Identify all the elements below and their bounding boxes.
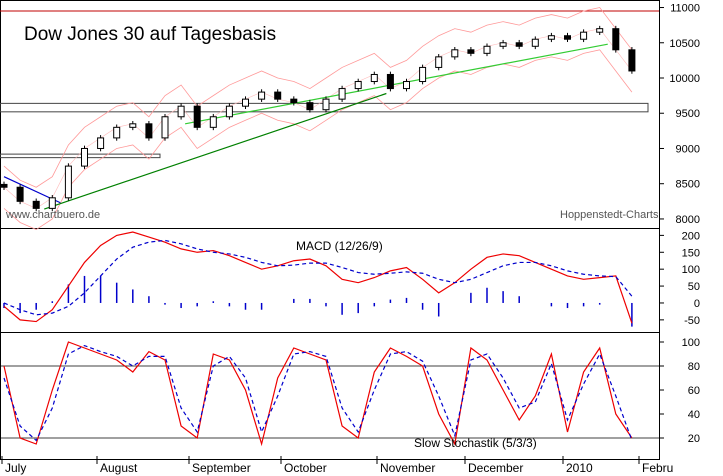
candle-up [48,197,56,209]
y-tick-label: 9000 [676,143,700,155]
candle-up [403,81,410,90]
price-chart-title: Dow Jones 30 auf Tagesbasis [24,24,276,45]
x-tick-label: December [468,461,523,475]
candle-down [290,98,298,104]
x-axis: July August September October November Decemb… [1,456,673,475]
y-tick-label: 60 [688,385,700,397]
macd-label: MACD (12/26/9) [296,239,383,253]
stochastic-k-line [3,341,633,447]
y-tick-label: 0 [694,298,700,310]
candle-up [499,42,507,47]
candle-up [354,81,362,90]
candle-down [145,123,153,139]
candle-up [531,38,539,47]
candle-up [129,123,137,128]
watermark-left: www.chartbuero.de [5,209,100,221]
y-tick-label: 9500 [676,108,700,120]
macd-line [3,231,633,324]
y-tick-label: 8500 [676,179,700,191]
candle-down [306,102,314,111]
price-panel: 8000 8500 9000 9500 10000 10500 11000 [0,3,700,230]
x-tick-label: November [380,461,435,475]
candle-up [451,49,459,58]
y-tick-label: 40 [688,409,700,421]
trendline [185,43,608,125]
candle-up [580,31,588,40]
candle-down [16,186,24,202]
y-tick-label: 50 [688,281,700,293]
old-support-zone [0,153,161,159]
y-tick-label: 150 [682,247,700,259]
candle-down [386,73,394,90]
y-tick-label: 8000 [676,214,700,226]
y-tick-label: 100 [682,264,700,276]
bollinger-mid [3,28,633,209]
candle-down [564,35,571,40]
x-tick-label: 2010 [566,461,593,475]
y-tick-label: 10500 [669,38,700,50]
bollinger-upper [3,7,633,188]
candle-up [161,116,169,139]
candle-up [419,66,427,83]
candle-down [612,28,620,51]
candle-up [113,126,121,139]
y-tick-label: 80 [688,361,700,373]
macd-signal-line [3,239,633,316]
y-tick-label: 20 [688,433,700,445]
x-tick-label: September [192,461,251,475]
candle-up [258,91,266,100]
x-tick-label: July [5,461,26,475]
stochastic-panel: 20 40 60 80 100 [0,337,700,447]
stochastic-d-line [3,344,633,442]
candle-up [64,165,72,199]
candle-down [515,42,523,47]
candle-down [0,183,8,188]
y-tick-label: -50 [684,315,700,327]
bollinger-lower [3,49,633,230]
candle-up [242,98,249,107]
watermark-right: Hoppenstedt-Charts [560,209,659,221]
candle-down [193,105,201,128]
macd-panel: -50 0 50 100 150 200 [3,230,700,327]
candle-up [81,147,88,167]
y-tick-label: 200 [682,230,700,242]
x-tick-label: October [284,461,327,475]
candle-up [483,45,491,54]
candle-up [97,137,105,149]
candle-up [435,56,443,68]
trendline [44,92,387,210]
x-tick-label: August [100,461,138,475]
candle-up [209,116,217,128]
stochastic-panel-frame [0,332,660,460]
y-tick-label: 100 [682,337,700,349]
x-tick-label: Febru [642,461,673,475]
stochastic-label: Slow Stochastik (5/3/3) [414,436,537,450]
candle-up [338,88,346,100]
candle-down [628,49,636,72]
candle-up [596,28,604,33]
candle-up [225,105,233,118]
candle-down [274,91,282,100]
y-tick-label: 10000 [669,73,700,85]
candle-up [322,98,330,111]
candle-up [547,35,555,40]
candle-down [467,49,475,54]
y-tick-label: 11000 [670,3,700,15]
candle-up [370,73,378,83]
candle-down [32,200,40,209]
candle-up [177,105,185,118]
